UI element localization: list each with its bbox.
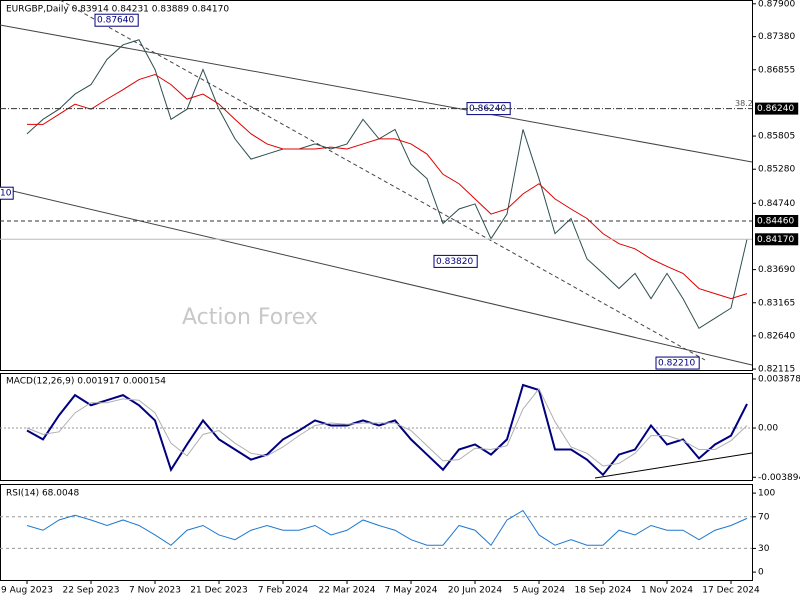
price-panel xyxy=(0,0,753,371)
y-tick-label: 0.83165 xyxy=(758,298,795,308)
y-tick-label: 0.87900 xyxy=(758,0,795,9)
watermark: Action Forex xyxy=(182,305,318,330)
y-tick-label: 0 xyxy=(758,568,764,578)
y-tick-label: 70 xyxy=(758,512,770,522)
y-tick-label: 0.00 xyxy=(758,424,778,434)
price-label-box xyxy=(755,214,799,227)
annotation: 38.2 xyxy=(735,99,753,108)
annotation: 0.84170 xyxy=(757,235,794,245)
y-tick-label: 0.85805 xyxy=(758,132,795,142)
rsi-panel xyxy=(0,484,753,581)
annotation: 0.87640 xyxy=(97,16,134,26)
y-tick-label: 0.86855 xyxy=(758,65,795,75)
macd-panel xyxy=(0,373,753,481)
chart-title: EURGBP,Daily 0.83914 0.84231 0.83889 0.8… xyxy=(6,5,229,15)
y-tick-label: 0.85280 xyxy=(758,165,795,175)
y-tick-label: 0.82640 xyxy=(758,331,795,341)
price-label-box xyxy=(94,13,139,27)
price-label-box xyxy=(433,254,478,268)
macd-title: MACD(12,26,9) 0.001917 0.000154 xyxy=(6,377,166,387)
price-label-box xyxy=(655,356,700,370)
annotation: 10 xyxy=(0,189,12,199)
y-tick-label: 30 xyxy=(758,544,770,554)
x-tick-label: 22 Sep 2023 xyxy=(62,586,119,596)
y-tick-label: -0.003894 xyxy=(758,473,800,483)
y-tick-label: 0.83690 xyxy=(758,265,795,275)
macd-trend-line xyxy=(594,452,753,479)
annotation: 0.84460 xyxy=(757,216,794,226)
series-line xyxy=(26,383,748,477)
y-tick-label: 100 xyxy=(758,489,775,499)
annotation: 0.83820 xyxy=(436,257,473,267)
price-label-box xyxy=(755,102,799,115)
y-tick-label: 0.82115 xyxy=(758,365,795,375)
channel-lower xyxy=(0,187,753,366)
annotation: 0.86240 xyxy=(757,104,794,114)
x-tick-label: 5 Aug 2024 xyxy=(513,586,565,596)
x-tick-label: 7 Nov 2023 xyxy=(129,586,181,596)
price-label-box xyxy=(755,233,799,246)
y-tick-label: 0.87380 xyxy=(758,32,795,42)
x-tick-label: 7 May 2024 xyxy=(385,586,438,596)
series-line xyxy=(26,509,748,547)
x-tick-label: 22 Mar 2024 xyxy=(318,586,375,596)
price-label-box xyxy=(0,186,14,200)
y-tick-label: 0.84740 xyxy=(758,199,795,209)
x-tick-label: 20 Jun 2024 xyxy=(448,586,502,596)
x-tick-label: 17 Dec 2024 xyxy=(702,586,760,596)
annotation: 0.82210 xyxy=(658,359,695,369)
rsi-title: RSI(14) 68.0048 xyxy=(6,489,79,499)
channel-upper xyxy=(0,24,753,163)
x-tick-label: 7 Feb 2024 xyxy=(258,586,309,596)
x-tick-label: 9 Aug 2023 xyxy=(1,586,53,596)
series-line xyxy=(27,73,748,300)
y-tick-label: 0.003878 xyxy=(758,374,800,384)
x-tick-label: 1 Nov 2024 xyxy=(641,586,693,596)
x-tick-label: 21 Dec 2023 xyxy=(190,586,248,596)
series-line xyxy=(26,39,748,330)
series-line xyxy=(26,387,748,467)
x-tick-label: 18 Sep 2024 xyxy=(574,586,631,596)
